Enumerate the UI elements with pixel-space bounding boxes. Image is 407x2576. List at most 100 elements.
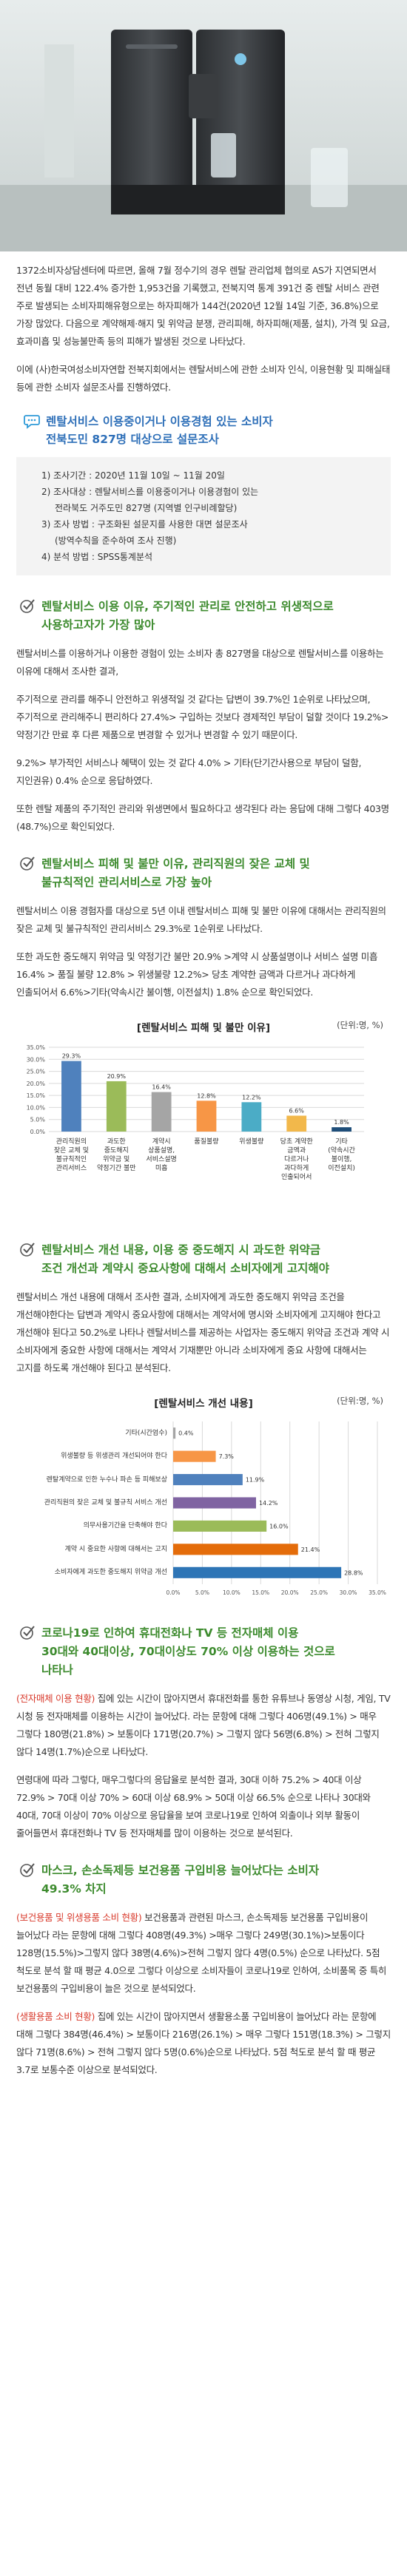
bar [173,1520,267,1532]
section-title: 렌탈서비스 이용 이유, 주기적인 관리로 안전하고 위생적으로 사용하고자가 … [41,600,334,632]
bar [106,1081,127,1132]
x-tick-label: 35.0% [369,1589,386,1596]
x-tick-label: 품질불량 [194,1138,219,1146]
x-tick-label: 5.0% [195,1589,209,1596]
x-tick-label: 기타(약속시간 불이행, 이전설치) [328,1138,355,1172]
section-heading: 마스크, 손소독제등 보건용품 구입비용 늘어났다는 소비자 49.3% 차지 [19,1862,391,1899]
icon-shape [20,1243,33,1257]
y-tick-label: 30.0% [27,1056,46,1063]
bar [151,1092,172,1132]
icon-shape [20,857,33,871]
section-title: 렌탈서비스 피해 및 불만 이유, 관리직원의 잦은 교체 및 불규칙적인 관리… [41,857,310,889]
x-tick-label: 10.0% [223,1589,240,1596]
survey-title: 렌탈서비스 이용중이거나 이용경험 있는 소비자 전북도민 827명 대상으로 … [46,415,273,446]
chart-unit: (단위:명, %) [337,1396,383,1406]
value-label: 21.4% [301,1546,320,1553]
y-tick-label: 5.0% [30,1117,46,1123]
icon-shape [20,600,33,613]
value-label: 7.3% [219,1453,235,1460]
paragraph-text: 렌탈서비스 이용 경험자를 대상으로 5년 이내 렌탈서비스 피해 및 불만 이… [16,905,386,934]
x-tick-label: 당초 계약한 금액과 다르거나 과다하게 인출되어서 [280,1138,313,1181]
paragraph: 또한 렌탈 제품의 주기적인 관리와 위생면에서 필요하다고 생각된다 라는 응… [16,800,391,836]
chart-header: [렌탈서비스 개선 내용] (단위:명, %) [16,1395,391,1410]
y-tick-label: 25.0% [27,1069,46,1075]
chart: 0.0% 5.0% 10.0% 15.0% 20.0% 25.0% 30.0% 35.0% 29… [16,1041,391,1219]
survey-item: 3) 조사 방법 : 구조화된 설문지를 사용한 대면 설문조사 (방역수칙을 … [41,519,248,546]
chart: 0.0% 5.0% 10.0% 15.0% 20.0% 25.0% 30.0% 35.0% 0.… [16,1417,391,1602]
x-tick-label: 과도한 중도해지 위약금 및 약정기간 불만 [96,1138,136,1172]
paragraph-text: 연령대에 따라 그렇다, 매우그렇다의 응답율로 분석한 결과, 30대 이하 … [16,1774,371,1839]
value-label: 20.9% [107,1073,127,1080]
paragraph-text: 집에 있는 시간이 많아지면서 생활용소품 구입비용이 늘어났다 라는 문항에 … [16,2011,391,2075]
y-tick-label: 위생불량 등 위생관리 개선되어야 한다 [61,1453,167,1461]
paragraph: 주기적으로 관리를 해주니 안전하고 위생적일 것 같다는 답변이 39.7%인… [16,691,391,744]
x-tick-label: 계약시 상품설명, 서비스설명 미흡 [146,1138,177,1172]
paragraph-text: 주기적으로 관리를 해주니 안전하고 위생적일 것 같다는 답변이 39.7%인… [16,694,389,740]
value-label: 0.4% [178,1430,194,1437]
icon-dot [33,419,36,422]
value-label: 28.8% [344,1569,363,1576]
chart-svg: 0.0% 5.0% 10.0% 15.0% 20.0% 25.0% 30.0% 35.0% 29… [27,1044,364,1135]
y-tick-label: 소비자에게 과도한 중도해지 위약금 개선 [54,1569,167,1577]
paragraph: 이에 (사)한국여성소비자연합 전북지회에서는 렌탈서비스에 관한 소비자 인식… [16,364,391,393]
bar [286,1115,307,1132]
paragraph: 9.2%> 부가적인 서비스나 혜택이 있는 것 같다 4.0% > 기타(단기… [16,754,391,790]
value-label: 16.4% [152,1084,171,1091]
y-tick-label: 렌탈계약으로 인한 누수나 파손 등 피해보상 [46,1475,167,1484]
icon-shape [20,1864,33,1877]
y-tick-label: 0.0% [30,1129,46,1135]
y-tick-label: 관리직원의 잦은 교체 및 불규칙 서비스 개선 [44,1499,167,1507]
paragraph: 렌탈서비스 이용 경험자를 대상으로 5년 이내 렌탈서비스 피해 및 불만 이… [16,902,391,938]
chart-title: [렌탈서비스 개선 내용] [154,1398,253,1410]
paragraph: 렌탈서비스 개선 내용에 대해서 조사한 결과, 소비자에게 과도한 중도해지 … [16,1288,391,1377]
survey-item: 4) 분석 방법 : SPSS통계분석 [41,552,153,562]
value-label: 11.9% [246,1477,265,1484]
section-heading: 코로나19로 인하여 휴대전화나 TV 등 전자매체 이용 30대와 40대이상… [19,1624,391,1680]
x-tick-label: 위생불량 [239,1138,264,1146]
value-label: 1.8% [334,1119,349,1126]
article-body: 1372소비자상담센터에 따르면, 올해 7월 정수기의 경우 렌탈 관리업체 … [0,251,407,2079]
icon-dot [30,419,33,422]
x-tick-label: 관리직원의 잦은 교체 및 불규칙적인 관리서비스 [53,1138,89,1172]
y-tick-label: 10.0% [27,1104,46,1111]
y-tick-label: 20.0% [27,1081,46,1087]
bar [173,1497,256,1509]
x-tick-label: 20.0% [281,1589,299,1596]
icon-dot [27,419,30,422]
section-title: 렌탈서비스 개선 내용, 이용 중 중도해지 시 과도한 위약금 조건 개선과 … [41,1243,329,1275]
bar [173,1544,298,1555]
paragraph-text: 또한 렌탈 제품의 주기적인 관리와 위생면에서 필요하다고 생각된다 라는 응… [16,803,389,832]
check-icon [20,1243,35,1257]
highlight-label: (전자매체 이용 현황) [16,1693,95,1704]
check-icon [20,1863,35,1877]
value-label: 6.6% [289,1108,305,1115]
survey-item: 1) 조사기간 : 2020년 11월 10일 ~ 11월 20일 [41,470,225,481]
bar [61,1061,81,1132]
paragraph-text: 렌탈서비스를 이용하거나 이용한 경험이 있는 소비자 총 827명을 대상으로… [16,648,384,677]
section-title: 마스크, 손소독제등 보건용품 구입비용 늘어났다는 소비자 49.3% 차지 [41,1864,320,1896]
chart-unit: (단위:명, %) [337,1020,383,1030]
y-tick-label: 의무사용기간을 단축해야 한다 [83,1522,167,1530]
x-tick-label: 0.0% [166,1589,180,1596]
value-label: 12.2% [242,1094,261,1101]
icon-shape [23,1243,35,1254]
paragraph: 연령대에 따라 그렇다, 매우그렇다의 응답율로 분석한 결과, 30대 이하 … [16,1771,391,1842]
y-tick-label: 기타(시간엄수) [125,1429,167,1437]
paragraph: 1372소비자상담센터에 따르면, 올해 7월 정수기의 경우 렌탈 관리업체 … [16,265,390,347]
bar [173,1566,342,1578]
icon-shape [23,856,35,868]
y-tick-label: 계약 시 중요한 사항에 대해서는 고지 [64,1545,167,1553]
bar [173,1474,243,1486]
bar [173,1427,176,1439]
chart-svg: 0.0% 5.0% 10.0% 15.0% 20.0% 25.0% 30.0% 35.0% 0.… [166,1421,386,1596]
icon-shape [23,1626,35,1637]
paragraph-text: 렌탈서비스 개선 내용에 대해서 조사한 결과, 소비자에게 과도한 중도해지 … [16,1291,390,1373]
y-tick-label: 15.0% [27,1092,46,1099]
bar [332,1127,352,1132]
section-heading: 렌탈서비스 이용 이유, 주기적인 관리로 안전하고 위생적으로 사용하고자가 … [19,598,391,635]
chart-title: [렌탈서비스 피해 및 불만 이유] [136,1022,271,1034]
x-tick-label: 15.0% [252,1589,269,1596]
x-tick-label: 25.0% [310,1589,328,1596]
